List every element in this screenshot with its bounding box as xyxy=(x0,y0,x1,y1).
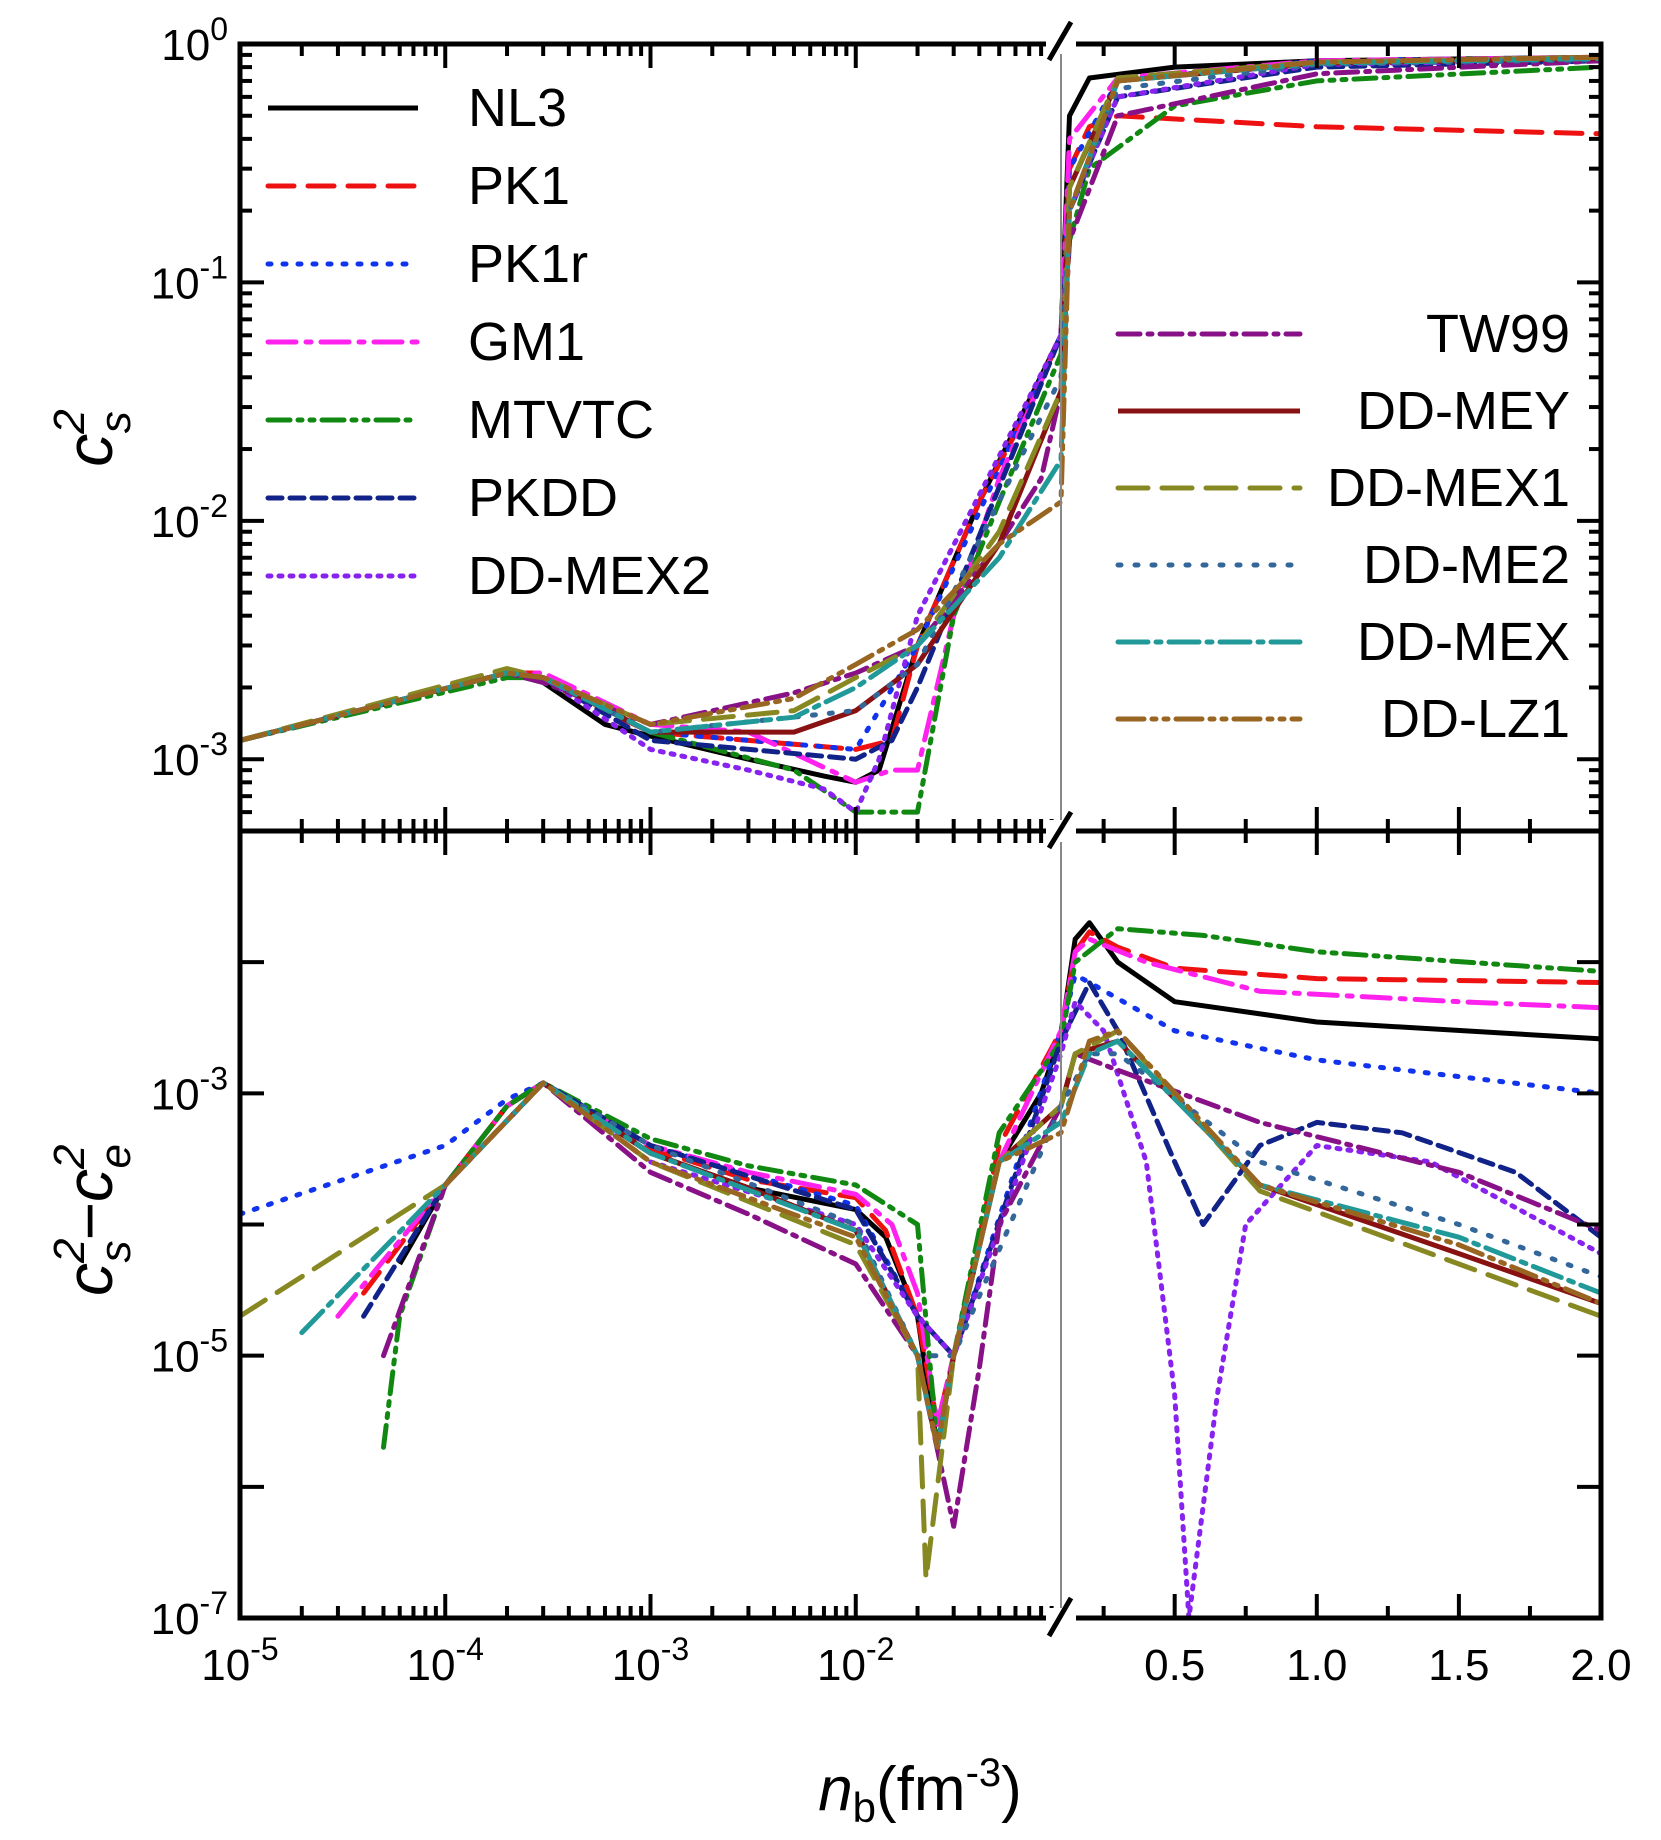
top-y-tick-label: 100 xyxy=(161,11,228,70)
x-axis-label-var: n xyxy=(818,1755,852,1824)
series-pk1r-bottom-line xyxy=(240,972,1601,1359)
series-dd-me2-top-line xyxy=(240,57,1601,743)
legend-label-gm1: GM1 xyxy=(468,312,585,372)
legend-entry-dd-me2: DD-ME2 xyxy=(1115,535,1570,595)
legend-label-mtvtc: MTVTC xyxy=(468,390,654,450)
legend: NL3 PK1 PK1r GM1 MTVTC PKDD DD-MEX2 TW99 DD-MEY D… xyxy=(265,78,1570,749)
legend-entry-tw99: TW99 xyxy=(1115,304,1570,364)
legend-label-pk1: PK1 xyxy=(468,156,570,216)
series-mtvtc-top-line xyxy=(240,64,1601,815)
series-dd-lz1-bottom-line xyxy=(442,1028,1601,1450)
bottom-y-tick-label: 10-7 xyxy=(151,1585,228,1644)
legend-entry-nl3: NL3 xyxy=(268,78,567,138)
bot-y-label-c1: c xyxy=(52,1263,126,1296)
x-tick-label: 10-4 xyxy=(407,1631,484,1690)
bottom-y-tick-label: 10-3 xyxy=(151,1060,228,1119)
bot-y-label-sup2: 2 xyxy=(45,1144,94,1169)
top-y-label-sub: s xyxy=(91,411,140,433)
series-dd-mey-bottom-line xyxy=(443,1038,1601,1450)
bot-y-label-sub1: s xyxy=(91,1241,140,1263)
legend-label-dd-mex2: DD-MEX2 xyxy=(468,546,711,606)
x-axis-label-close: ) xyxy=(1001,1755,1022,1824)
x-tick-label: 1.0 xyxy=(1286,1641,1347,1690)
x-tick-label: 10-5 xyxy=(201,1631,278,1690)
x-axis-label-unit: (fm xyxy=(876,1755,966,1824)
top-y-axis-label: c2s xyxy=(45,409,140,466)
tick-labels: 10-5 10-4 10-3 10-2 0.5 1.0 1.5 2.0 100 10-1 10-2 1… xyxy=(151,11,1632,1690)
x-tick-label: 1.5 xyxy=(1428,1641,1489,1690)
x-axis-label-unit-exp: -3 xyxy=(966,1751,1002,1795)
series-gm1-bottom-line xyxy=(335,936,1601,1427)
top-y-tick-label: 10-3 xyxy=(151,726,228,785)
legend-label-dd-mey: DD-MEY xyxy=(1357,381,1570,441)
top-panel-curves xyxy=(240,54,1601,815)
bottom-panel-frame xyxy=(237,828,1604,1621)
legend-entry-dd-mex: DD-MEX xyxy=(1115,612,1570,672)
series-pkdd-bottom-line xyxy=(361,980,1601,1359)
series-tw99-top-line xyxy=(240,58,1601,743)
legend-entry-gm1: GM1 xyxy=(265,312,585,372)
series-dd-me2-bottom-line xyxy=(442,1051,1601,1359)
axis-break-marks xyxy=(1046,20,1076,1638)
x-axis-label-sub: b xyxy=(853,1784,876,1831)
legend-entry-pk1r: PK1r xyxy=(265,234,588,294)
legend-label-dd-me2: DD-ME2 xyxy=(1363,535,1570,595)
bot-y-label-sup1: 2 xyxy=(45,1239,94,1264)
bot-y-label-minus: − xyxy=(52,1202,126,1241)
legend-label-nl3: NL3 xyxy=(468,78,567,138)
series-nl3-top-line xyxy=(240,54,1601,785)
legend-entry-dd-mey: DD-MEY xyxy=(1118,381,1570,441)
series-mtvtc-bottom-line xyxy=(381,926,1601,1450)
series-gm1-top-line xyxy=(240,54,1601,785)
legend-entry-pk1: PK1 xyxy=(265,156,570,216)
legend-label-pkdd: PKDD xyxy=(468,468,618,528)
legend-label-tw99: TW99 xyxy=(1426,304,1570,364)
series-dd-lz1-top-line xyxy=(240,54,1601,743)
bottom-panel-curves xyxy=(240,920,1601,1618)
top-y-tick-label: 10-1 xyxy=(151,249,228,308)
legend-label-dd-lz1: DD-LZ1 xyxy=(1381,689,1570,749)
top-y-label-var: c xyxy=(52,434,126,467)
x-tick-label: 0.5 xyxy=(1144,1641,1205,1690)
legend-entry-pkdd: PKDD xyxy=(265,468,618,528)
legend-entry-dd-lz1: DD-LZ1 xyxy=(1115,689,1570,749)
x-tick-label: 2.0 xyxy=(1570,1641,1631,1690)
bot-y-label-c2: c xyxy=(52,1169,126,1202)
legend-entry-dd-mex2: DD-MEX2 xyxy=(265,546,711,606)
top-y-tick-label: 10-2 xyxy=(151,488,228,547)
series-dd-mex2-top-line xyxy=(240,57,1601,815)
bottom-y-tick-label: 10-5 xyxy=(151,1323,228,1382)
x-tick-label: 10-2 xyxy=(817,1631,894,1690)
top-y-label-sup: 2 xyxy=(45,409,94,434)
legend-entry-dd-mex1: DD-MEX1 xyxy=(1115,458,1570,518)
legend-label-dd-mex1: DD-MEX1 xyxy=(1327,458,1570,518)
x-tick-label: 10-3 xyxy=(612,1631,689,1690)
x-axis-label: nb(fm-3) xyxy=(818,1751,1022,1831)
legend-label-dd-mex: DD-MEX xyxy=(1357,612,1570,672)
legend-entry-mtvtc: MTVTC xyxy=(265,390,654,450)
series-tw99-bottom-line xyxy=(381,1051,1601,1529)
bottom-y-axis-label: c2s−c2e xyxy=(45,1144,140,1296)
legend-label-pk1r: PK1r xyxy=(468,234,588,294)
bot-y-label-sub2: e xyxy=(91,1144,140,1168)
